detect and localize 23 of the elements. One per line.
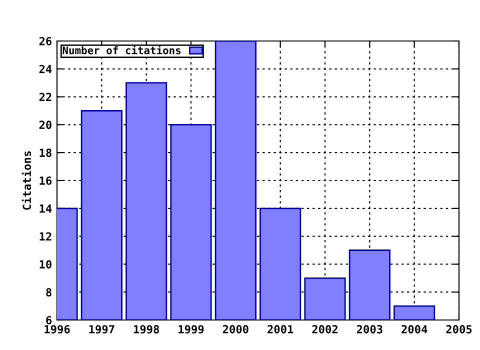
y-tick-label: 8 (46, 288, 52, 296)
x-tick-label: 2005 (446, 325, 472, 334)
y-tick-label: 22 (39, 92, 52, 102)
y-tick-label: 14 (40, 204, 52, 213)
y-tick-label: 18 (40, 148, 52, 157)
y-tick-label: 26 (39, 36, 52, 46)
y-tick-label: 24 (39, 64, 52, 74)
x-tick-label: 1996 (44, 325, 70, 334)
y-tick-label: 10 (40, 260, 52, 269)
y-tick-label: 20 (39, 120, 52, 130)
x-tick-label: 1998 (134, 325, 160, 334)
x-tick-label: 2003 (356, 325, 382, 334)
x-tick-label: 2002 (312, 325, 338, 334)
x-tick-label: 1999 (178, 325, 204, 334)
y-axis-title: Citations (22, 151, 32, 210)
y-tick-label: 12 (40, 232, 52, 241)
x-tick-label: 2000 (222, 325, 248, 334)
x-tick-label: 1997 (89, 325, 114, 334)
legend-label: Number of citations (62, 46, 181, 54)
x-tick-label: 2004 (402, 325, 428, 334)
x-tick-label: 2001 (268, 325, 294, 334)
y-tick-label: 6 (46, 316, 52, 324)
y-tick-label: 16 (40, 176, 52, 185)
